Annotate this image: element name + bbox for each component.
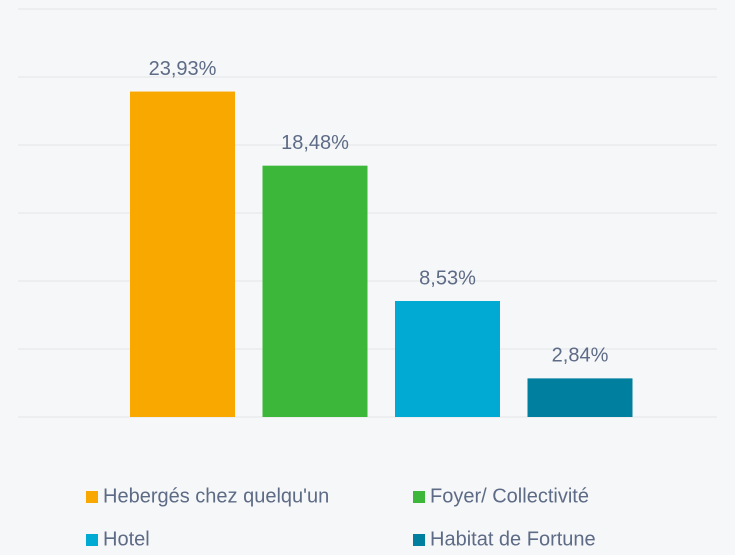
legend-label: Foyer/ Collectivité: [430, 485, 589, 507]
data-label: 8,53%: [419, 267, 476, 289]
legend-label: Habitat de Fortune: [430, 528, 596, 550]
legend-label: Hotel: [103, 528, 150, 550]
data-label: 23,93%: [149, 58, 217, 80]
bar: [262, 165, 368, 417]
data-label: 2,84%: [552, 345, 609, 367]
bar: [130, 91, 235, 417]
legend-swatch: [86, 491, 98, 503]
bar: [527, 378, 633, 417]
legend-swatch: [413, 534, 425, 546]
legend-swatch: [413, 491, 425, 503]
data-label: 18,48%: [281, 132, 349, 154]
legend-swatch: [86, 534, 98, 546]
legend-label: Hebergés chez quelqu'un: [103, 485, 329, 507]
bar: [395, 300, 500, 417]
